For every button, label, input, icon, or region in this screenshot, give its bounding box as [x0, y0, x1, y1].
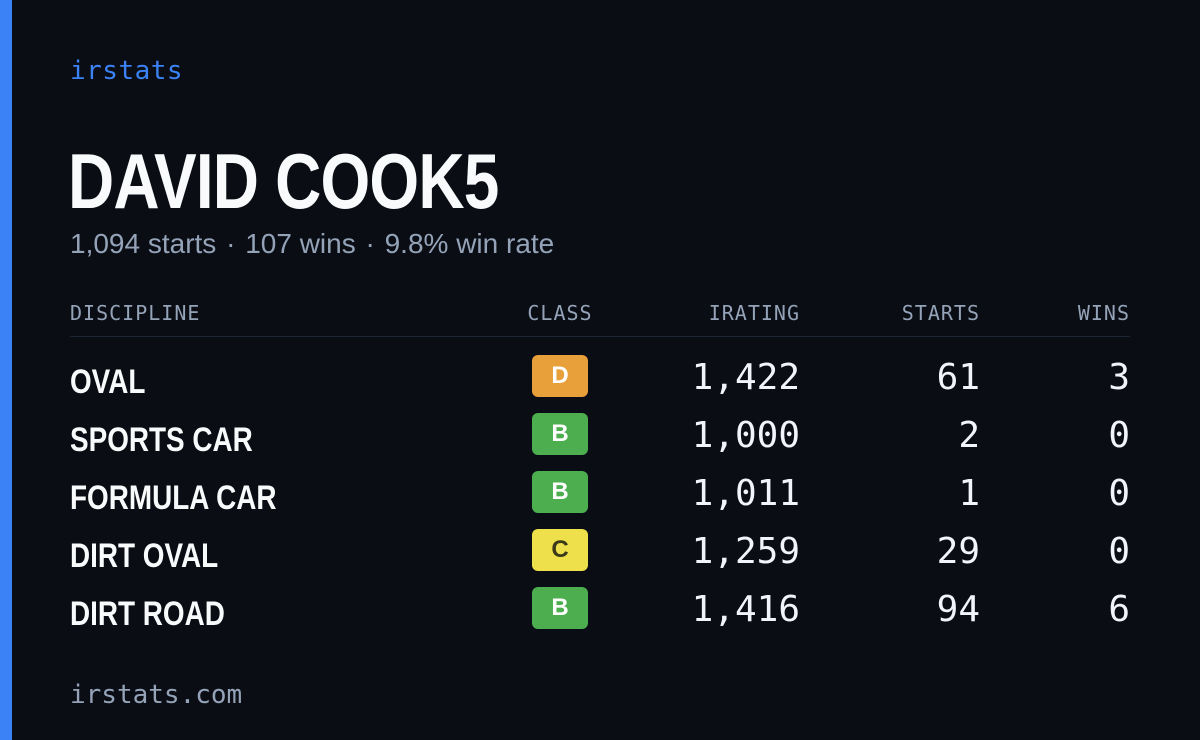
wins-value: 0	[1108, 473, 1130, 514]
wins-value: 3	[1108, 357, 1130, 398]
header-discipline: DISCIPLINE	[70, 301, 201, 325]
irating-value: 1,000	[691, 415, 800, 456]
class-badge: B	[532, 413, 588, 455]
table-header: DISCIPLINE CLASS IRATING STARTS WINS	[70, 298, 1130, 337]
driver-name: DAVID COOK5	[68, 137, 499, 225]
starts-value: 2	[958, 415, 980, 456]
summary-separator: ·	[365, 228, 375, 259]
header-starts: STARTS	[901, 301, 980, 325]
discipline-name: SPORTS CAR	[70, 421, 253, 459]
irating-value: 1,011	[691, 473, 800, 514]
wins-value: 0	[1108, 531, 1130, 572]
irating-value: 1,422	[691, 357, 800, 398]
class-badge: B	[532, 471, 588, 513]
discipline-table: DISCIPLINE CLASS IRATING STARTS WINS OVA…	[70, 298, 1130, 643]
summary-win-rate: 9.8% win rate	[384, 228, 555, 259]
header-wins: WINS	[1077, 301, 1130, 325]
irating-value: 1,259	[691, 531, 800, 572]
class-badge: B	[532, 587, 588, 629]
table-row: DIRT OVAL C 1,259 29 0	[70, 527, 1130, 585]
discipline-name: DIRT ROAD	[70, 595, 225, 633]
driver-summary: 1,094 starts · 107 wins · 9.8% win rate	[70, 228, 554, 260]
summary-wins: 107 wins	[245, 228, 356, 259]
discipline-name: FORMULA CAR	[70, 479, 277, 517]
starts-value: 1	[958, 473, 980, 514]
table-body: OVAL D 1,422 61 3 SPORTS CAR B 1,000 2 0…	[70, 353, 1130, 643]
table-row: OVAL D 1,422 61 3	[70, 353, 1130, 411]
irating-value: 1,416	[691, 589, 800, 630]
starts-value: 29	[936, 531, 980, 572]
class-badge: D	[532, 355, 588, 397]
table-row: FORMULA CAR B 1,011 1 0	[70, 469, 1130, 527]
header-irating: IRATING	[708, 301, 800, 325]
accent-bar	[0, 0, 12, 740]
wins-value: 0	[1108, 415, 1130, 456]
header-class: CLASS	[527, 301, 593, 325]
discipline-name: DIRT OVAL	[70, 537, 219, 575]
wins-value: 6	[1108, 589, 1130, 630]
summary-separator: ·	[226, 228, 236, 259]
starts-value: 61	[936, 357, 980, 398]
discipline-name: OVAL	[70, 363, 146, 401]
class-badge: C	[532, 529, 588, 571]
table-row: SPORTS CAR B 1,000 2 0	[70, 411, 1130, 469]
footer-site-url[interactable]: irstats.com	[70, 680, 243, 710]
summary-starts: 1,094 starts	[70, 228, 217, 259]
brand-logo-text: irstats	[70, 56, 184, 86]
table-row: DIRT ROAD B 1,416 94 6	[70, 585, 1130, 643]
starts-value: 94	[936, 589, 980, 630]
